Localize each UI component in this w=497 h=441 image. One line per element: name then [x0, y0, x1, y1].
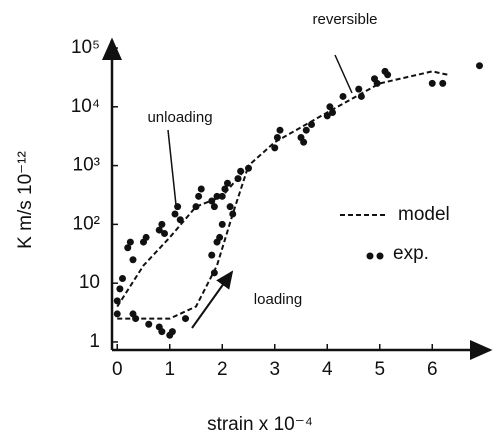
data-point [158, 328, 166, 336]
annotation-pointer [167, 129, 177, 206]
y-tick-label: 1 [89, 331, 100, 352]
data-point [224, 179, 231, 187]
data-point [218, 220, 226, 228]
y-tick-label: 10 [79, 272, 100, 293]
x-tick-label: 1 [164, 359, 175, 380]
data-point [192, 203, 200, 211]
y-tick-label: 10⁵ [71, 37, 100, 58]
annotation-pointer [334, 54, 353, 94]
annotation: reversible [312, 11, 377, 28]
x-tick-label: 4 [322, 359, 333, 380]
data-point [245, 164, 252, 172]
data-point [129, 256, 137, 264]
data-point [210, 269, 218, 277]
data-point [326, 103, 334, 111]
data-point [476, 62, 483, 70]
x-tick-label: 2 [217, 359, 228, 380]
data-point [116, 285, 124, 293]
data-point [373, 79, 381, 87]
data-point [221, 185, 229, 193]
data-point [168, 328, 176, 336]
data-point [145, 320, 153, 328]
model-line [117, 165, 250, 320]
data-point [308, 120, 315, 128]
data-point [132, 315, 140, 323]
data-point [197, 185, 205, 193]
legend-label: exp. [393, 243, 429, 264]
data-point [182, 315, 189, 323]
data-point [237, 167, 245, 175]
data-point [439, 79, 447, 87]
x-tick-label: 6 [427, 359, 438, 380]
data-point [161, 229, 168, 237]
data-point [355, 85, 363, 93]
data-point [323, 112, 331, 120]
data-point [329, 108, 336, 116]
data-point [171, 210, 179, 218]
data-point [176, 216, 184, 224]
data-point [210, 203, 218, 211]
data-point [218, 192, 226, 200]
x-tick-label: 5 [374, 359, 385, 380]
data-point [276, 126, 284, 134]
data-point [216, 233, 224, 241]
data-point [302, 126, 310, 134]
x-axis-label: strain x 10⁻⁴ [207, 414, 313, 435]
model-line [116, 70, 449, 308]
annotation: loading [254, 291, 302, 308]
data-point [142, 233, 150, 241]
data-point [300, 138, 308, 146]
data-point [158, 220, 166, 228]
data-point [155, 226, 163, 234]
y-tick-label: 10³ [73, 155, 100, 176]
data-point [119, 275, 126, 283]
y-tick-label: 10² [73, 213, 100, 234]
x-tick-label: 0 [112, 359, 123, 380]
y-tick-label: 10⁴ [71, 96, 100, 117]
legend-swatch [376, 252, 384, 260]
data-point [208, 197, 216, 205]
legend-swatch [366, 252, 374, 260]
data-point [113, 310, 121, 318]
data-point [273, 134, 281, 142]
data-point [226, 203, 234, 211]
legend-label: model [398, 204, 450, 225]
data-point [213, 192, 221, 200]
data-point [428, 79, 436, 87]
data-point [174, 203, 182, 211]
data-point [339, 92, 347, 100]
annotation: unloading [147, 109, 212, 126]
annotation-arrow [191, 270, 234, 329]
data-point [124, 244, 132, 252]
x-tick-label: 3 [269, 359, 280, 380]
data-point [271, 144, 279, 152]
data-point [195, 192, 203, 200]
data-point [126, 238, 134, 246]
data-point [234, 175, 242, 183]
data-point [208, 251, 216, 259]
data-point [229, 210, 237, 218]
data-point [384, 71, 392, 79]
data-point [113, 297, 121, 305]
y-axis-label: K m/s 10⁻¹² [15, 151, 36, 249]
data-point [357, 92, 365, 100]
